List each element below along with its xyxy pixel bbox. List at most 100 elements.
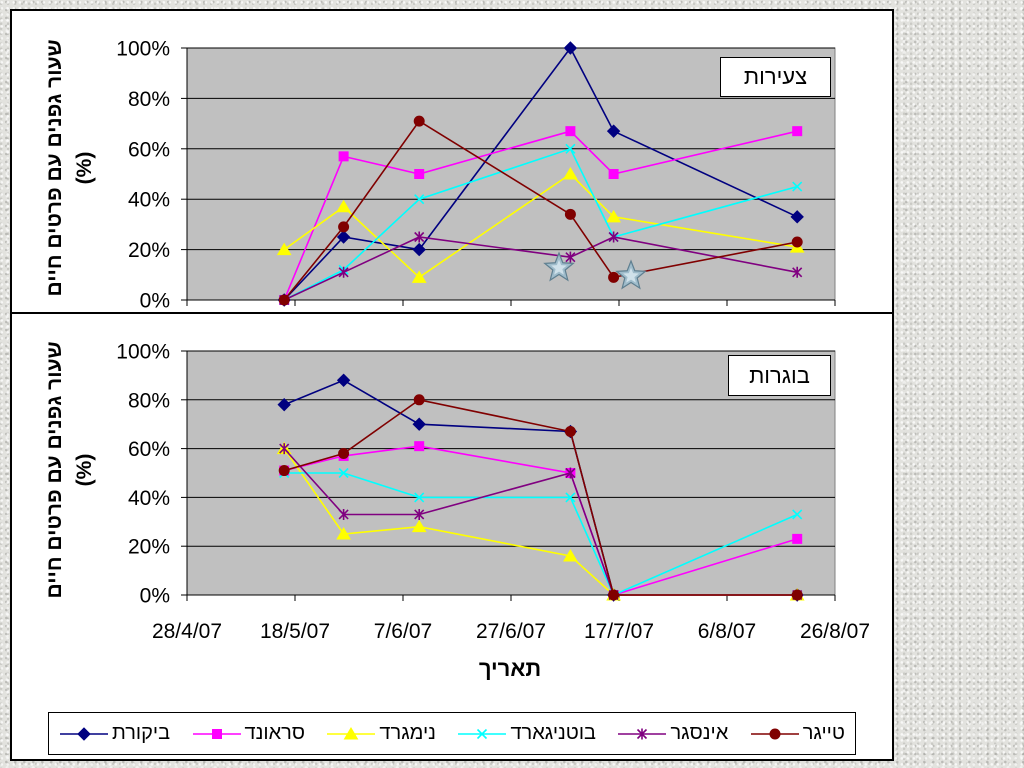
y-tick-label: 20% bbox=[128, 239, 170, 262]
star-icon bbox=[615, 259, 647, 290]
legend-marker bbox=[77, 726, 91, 741]
star-annotations bbox=[543, 251, 647, 290]
legend-label: נימגרד bbox=[379, 722, 436, 744]
y-tick-label: 80% bbox=[128, 88, 170, 111]
x-tick-label: 27/6/07 bbox=[476, 620, 546, 643]
chart-title-young: צעירות bbox=[720, 57, 831, 97]
y-tick-label: 100% bbox=[116, 38, 170, 61]
data-point bbox=[277, 397, 291, 412]
y-tick-label: 20% bbox=[128, 536, 170, 559]
data-point bbox=[563, 548, 578, 562]
data-point bbox=[565, 143, 576, 154]
data-point bbox=[414, 508, 425, 520]
y-axis-title-young: שעור גפנים עם פרטים חיים (%) bbox=[40, 23, 100, 313]
data-point bbox=[278, 465, 290, 477]
legend-key bbox=[618, 728, 667, 739]
legend-item: אינסגר bbox=[617, 722, 728, 745]
chart-adult: 0% 20% 40% 60% 80% 100% 28/4/07 18/5/07 7/6/07 27… bbox=[116, 341, 870, 644]
legend-key bbox=[327, 726, 376, 739]
x-tick-label: 26/8/07 bbox=[800, 620, 870, 643]
data-point bbox=[608, 271, 620, 283]
data-point bbox=[565, 126, 576, 137]
x-axis-title: תאריך bbox=[478, 656, 542, 681]
star-icon bbox=[543, 251, 575, 282]
data-point bbox=[413, 394, 425, 406]
y-tick-label: 60% bbox=[128, 438, 170, 461]
data-point bbox=[792, 126, 803, 137]
y-tick-label: 40% bbox=[128, 487, 170, 510]
legend-item: בוטניגארד bbox=[457, 722, 596, 745]
data-point bbox=[338, 447, 350, 459]
y-axis-title-unit: (%) bbox=[73, 453, 96, 487]
data-point bbox=[338, 467, 349, 479]
data-point bbox=[606, 209, 621, 223]
legend-marker bbox=[477, 728, 488, 739]
series-line bbox=[283, 172, 798, 279]
legend-marker bbox=[637, 728, 648, 739]
data-point bbox=[791, 589, 803, 601]
data-series bbox=[278, 394, 803, 601]
data-point bbox=[338, 508, 349, 520]
data-point bbox=[411, 270, 427, 283]
data-point bbox=[792, 266, 803, 278]
data-point bbox=[792, 533, 803, 544]
x-tick-label: 7/6/07 bbox=[374, 620, 432, 643]
series-line bbox=[283, 398, 798, 596]
x-tick-label: 28/4/07 bbox=[152, 620, 222, 643]
series-line bbox=[284, 472, 798, 597]
legend: ביקורת סראונד נימגרד בוטניגארד אינסגר טי… bbox=[48, 712, 856, 755]
data-point bbox=[565, 492, 576, 503]
data-point bbox=[606, 124, 621, 138]
data-point bbox=[414, 492, 425, 503]
data-point bbox=[413, 115, 425, 127]
data-point bbox=[414, 194, 425, 205]
data-point bbox=[414, 231, 425, 243]
data-point bbox=[414, 169, 425, 179]
y-tick-label: 60% bbox=[128, 138, 170, 161]
legend-key bbox=[750, 728, 799, 739]
series-line bbox=[283, 147, 798, 301]
legend-item: טייגר bbox=[750, 722, 845, 745]
data-point bbox=[336, 199, 351, 213]
legend-marker bbox=[769, 728, 781, 739]
legend-label: אינסגר bbox=[670, 722, 729, 744]
legend-key bbox=[192, 728, 241, 739]
y-tick-label: 0% bbox=[140, 290, 170, 313]
data-point bbox=[276, 242, 292, 256]
data-point bbox=[791, 236, 803, 248]
legend-item: ביקורת bbox=[59, 722, 170, 745]
legend-marker bbox=[344, 726, 359, 739]
y-axis-title-text: שעור גפנים עם פרטים חיים bbox=[43, 341, 66, 599]
y-axis-title-unit: (%) bbox=[73, 151, 96, 185]
legend-label: בוטניגארד bbox=[510, 722, 597, 744]
legend-item: נימגרד bbox=[326, 722, 436, 745]
data-point bbox=[563, 41, 578, 55]
data-point bbox=[338, 151, 349, 162]
series-line bbox=[283, 236, 798, 301]
x-tick-label: 17/7/07 bbox=[584, 620, 654, 643]
legend-label: ביקורת bbox=[112, 722, 171, 744]
data-point bbox=[338, 266, 349, 278]
legend-item: סראונד bbox=[192, 722, 305, 745]
data-point bbox=[608, 231, 619, 243]
data-point bbox=[792, 509, 803, 520]
y-axis-title-text: שעור גפנים עם פרטים חיים bbox=[43, 39, 66, 297]
legend-key bbox=[60, 726, 108, 741]
data-point bbox=[565, 251, 576, 263]
data-series bbox=[276, 167, 805, 283]
series-line bbox=[284, 445, 798, 596]
data-point bbox=[792, 181, 803, 192]
y-tick-label: 100% bbox=[116, 341, 170, 364]
data-point bbox=[411, 519, 427, 533]
x-tick-label: 18/5/07 bbox=[260, 620, 330, 643]
star-highlight bbox=[551, 259, 567, 275]
y-tick-label: 80% bbox=[128, 389, 170, 412]
data-point bbox=[414, 441, 425, 452]
data-point bbox=[563, 167, 578, 180]
data-point bbox=[336, 230, 351, 244]
data-point bbox=[336, 373, 351, 387]
legend-label: סראונד bbox=[244, 722, 305, 744]
chart-title-adult: בוגרות bbox=[728, 355, 831, 396]
data-point bbox=[278, 294, 290, 306]
